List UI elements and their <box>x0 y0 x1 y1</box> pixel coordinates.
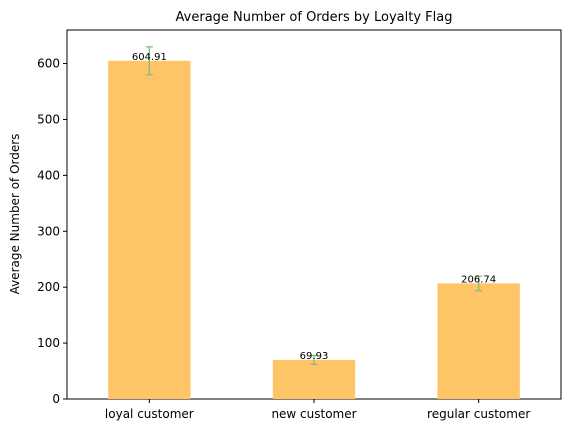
y-axis: 0 100 200 300 400 500 600 <box>37 57 67 406</box>
x-tick-label: loyal customer <box>105 407 194 421</box>
data-label: 206.74 <box>461 274 496 285</box>
error-bar <box>475 275 483 292</box>
data-label: 604.91 <box>132 52 167 63</box>
y-axis-label: Average Number of Orders <box>8 134 22 295</box>
bar <box>437 283 520 399</box>
y-tick-label: 400 <box>37 168 60 182</box>
data-label: 69.93 <box>300 351 329 362</box>
data-labels: 604.91 69.93 206.74 <box>132 52 496 362</box>
y-tick-label: 500 <box>37 112 60 126</box>
bar <box>108 60 191 399</box>
x-tick-label: regular customer <box>427 407 530 421</box>
bars <box>108 60 520 399</box>
y-tick-label: 600 <box>37 57 60 71</box>
y-tick-label: 300 <box>37 224 60 238</box>
error-bars <box>145 46 483 366</box>
y-tick-label: 0 <box>52 392 60 406</box>
y-tick-label: 100 <box>37 336 60 350</box>
error-bar <box>145 46 153 76</box>
x-axis: loyal customer new customer regular custom… <box>105 399 530 421</box>
y-tick-label: 200 <box>37 280 60 294</box>
bar <box>272 359 356 399</box>
x-tick-label: new customer <box>271 407 356 421</box>
error-bar <box>310 354 318 366</box>
plot-area: 604.91 69.93 206.74 <box>66 29 562 400</box>
chart-title: Average Number of Orders by Loyalty Flag <box>176 10 453 25</box>
